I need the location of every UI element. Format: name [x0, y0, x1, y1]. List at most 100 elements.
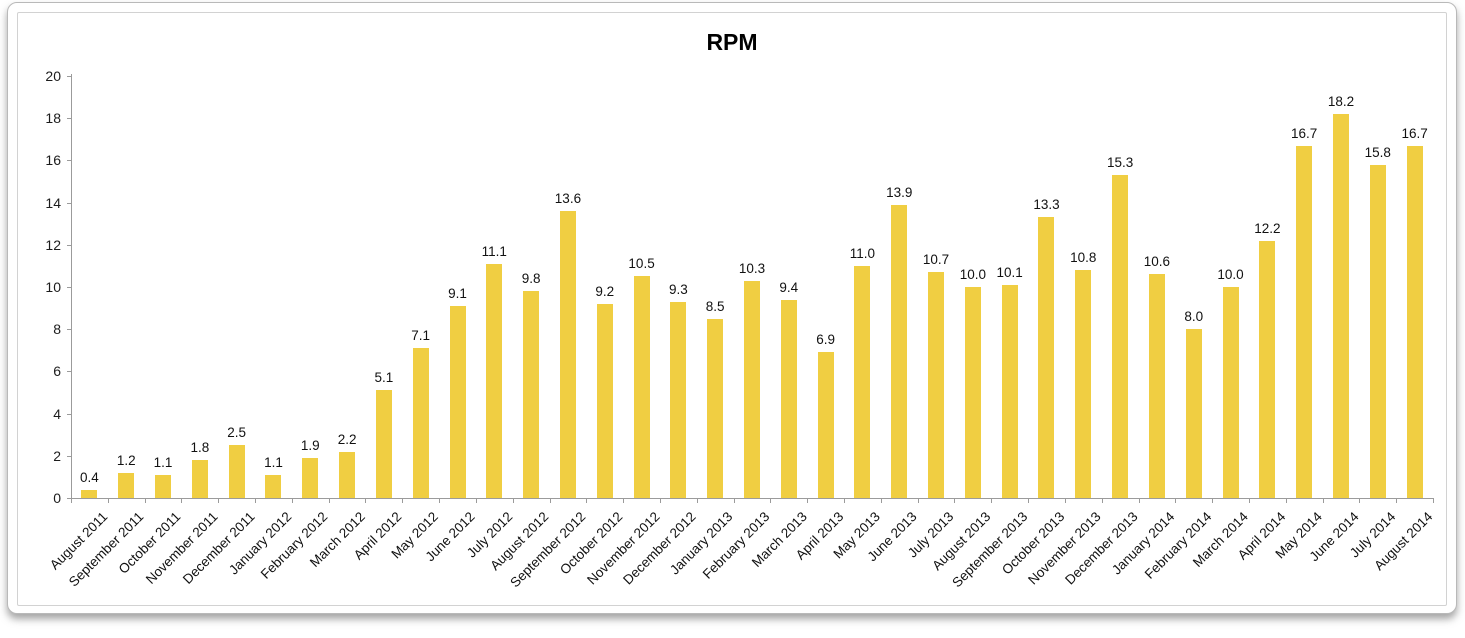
y-axis-tick-label: 4	[53, 405, 61, 422]
bar	[744, 280, 760, 498]
bar	[523, 291, 540, 498]
bar-value-label: 9.3	[668, 281, 688, 297]
x-axis-tick	[659, 499, 661, 503]
bar	[1259, 240, 1276, 498]
bar	[1222, 287, 1239, 498]
bar-value-label: 9.8	[521, 271, 541, 287]
bar-value-label: 10.8	[1070, 250, 1097, 266]
bar-value-label: 10.6	[1143, 254, 1171, 270]
y-axis-tick-label: 12	[45, 236, 61, 253]
bar	[1148, 274, 1165, 498]
bar	[1406, 145, 1423, 498]
y-axis-tick	[67, 455, 71, 457]
chart-title: RPM	[706, 29, 758, 55]
x-axis-tick	[954, 499, 956, 503]
bar-value-label: 10.3	[738, 260, 766, 276]
x-axis-tick	[623, 499, 625, 503]
bar	[191, 460, 208, 498]
y-axis-tick	[67, 498, 71, 499]
y-axis-tick-label: 16	[45, 152, 61, 169]
bar	[339, 451, 356, 498]
y-axis-line	[71, 74, 72, 498]
bar-value-label: 9.2	[595, 283, 615, 299]
bar-value-label: 10.0	[1217, 267, 1244, 282]
bar-value-label: 10.5	[628, 256, 655, 272]
x-axis-tick	[475, 499, 477, 503]
bar	[1001, 284, 1018, 498]
y-axis-tick	[67, 160, 71, 162]
bar-value-label: 10.0	[959, 267, 986, 282]
bar	[670, 301, 687, 498]
y-axis-tick	[67, 329, 71, 331]
bar	[302, 457, 319, 498]
chart-card: RPM 0 2 4 6 8 10 12 14 16 18 20 0.4 August 2011 1.2 Se…	[7, 2, 1457, 614]
x-axis-tick	[586, 499, 588, 503]
bar-value-label: 15.8	[1364, 144, 1391, 160]
bar	[559, 211, 576, 498]
x-axis-tick	[255, 499, 257, 503]
bar-value-label: 1.9	[300, 437, 320, 453]
x-axis-tick	[71, 499, 72, 503]
x-axis-tick	[1028, 499, 1030, 503]
bar-value-label: 9.1	[448, 285, 467, 301]
y-axis-tick	[67, 244, 71, 246]
bar-value-label: 2.5	[227, 425, 247, 441]
bar-value-label: 1.2	[116, 452, 136, 468]
bar	[1112, 175, 1129, 498]
bar	[228, 445, 245, 498]
bar-value-label: 13.9	[886, 184, 913, 200]
bar-value-label: 11.0	[849, 245, 876, 261]
y-axis-tick	[67, 413, 71, 415]
bar	[891, 204, 908, 498]
x-axis-tick	[807, 499, 809, 503]
bar	[412, 348, 429, 498]
x-axis-tick	[880, 499, 882, 503]
bar	[449, 305, 466, 498]
bar-value-label: 10.7	[922, 252, 950, 268]
bar-value-label: 15.3	[1106, 155, 1134, 171]
bar-value-label: 7.1	[411, 328, 431, 344]
bar	[1369, 164, 1386, 498]
y-axis-tick-label: 0	[53, 490, 61, 506]
y-axis-tick	[67, 118, 71, 120]
bar-value-label: 8.0	[1184, 309, 1204, 325]
x-axis-tick	[181, 499, 183, 503]
bar	[596, 303, 613, 498]
x-axis-tick	[770, 499, 772, 503]
bar-value-label: 13.3	[1033, 197, 1060, 213]
x-axis-tick	[1322, 499, 1324, 503]
x-axis-tick	[402, 499, 404, 503]
bar-value-label: 5.1	[374, 370, 394, 386]
y-axis-tick	[67, 202, 71, 204]
bar	[81, 489, 98, 498]
bar-value-label: 1.8	[190, 440, 210, 456]
bar-value-label: 10.1	[996, 264, 1023, 280]
bar-value-label: 16.7	[1401, 125, 1428, 141]
y-axis-tick-label: 6	[53, 363, 61, 380]
bar-value-label: 0.4	[80, 469, 99, 485]
bar-value-label: 9.4	[779, 279, 799, 295]
x-axis-tick	[549, 499, 551, 503]
bar	[118, 472, 135, 498]
y-axis-tick-label: 10	[45, 279, 61, 295]
y-axis-tick	[67, 287, 71, 288]
bar	[265, 474, 282, 498]
x-axis-tick	[917, 499, 919, 503]
y-axis-tick-label: 18	[45, 110, 61, 127]
bar-value-label: 1.1	[153, 454, 173, 470]
x-axis-tick	[512, 499, 514, 503]
x-axis-tick	[1433, 499, 1434, 503]
y-axis-tick-label: 20	[45, 68, 61, 84]
bar-value-label: 8.5	[705, 298, 725, 314]
bar-value-label: 1.1	[264, 454, 283, 470]
bar	[633, 276, 650, 498]
x-axis-tick	[328, 499, 330, 503]
bar-value-label: 2.2	[337, 431, 357, 447]
bar	[854, 265, 871, 498]
x-axis-tick	[291, 499, 293, 503]
x-axis-tick	[1248, 499, 1250, 503]
bar	[486, 263, 503, 498]
x-axis-tick	[733, 499, 735, 503]
x-axis-line	[71, 498, 1434, 499]
x-axis-tick	[991, 499, 993, 503]
